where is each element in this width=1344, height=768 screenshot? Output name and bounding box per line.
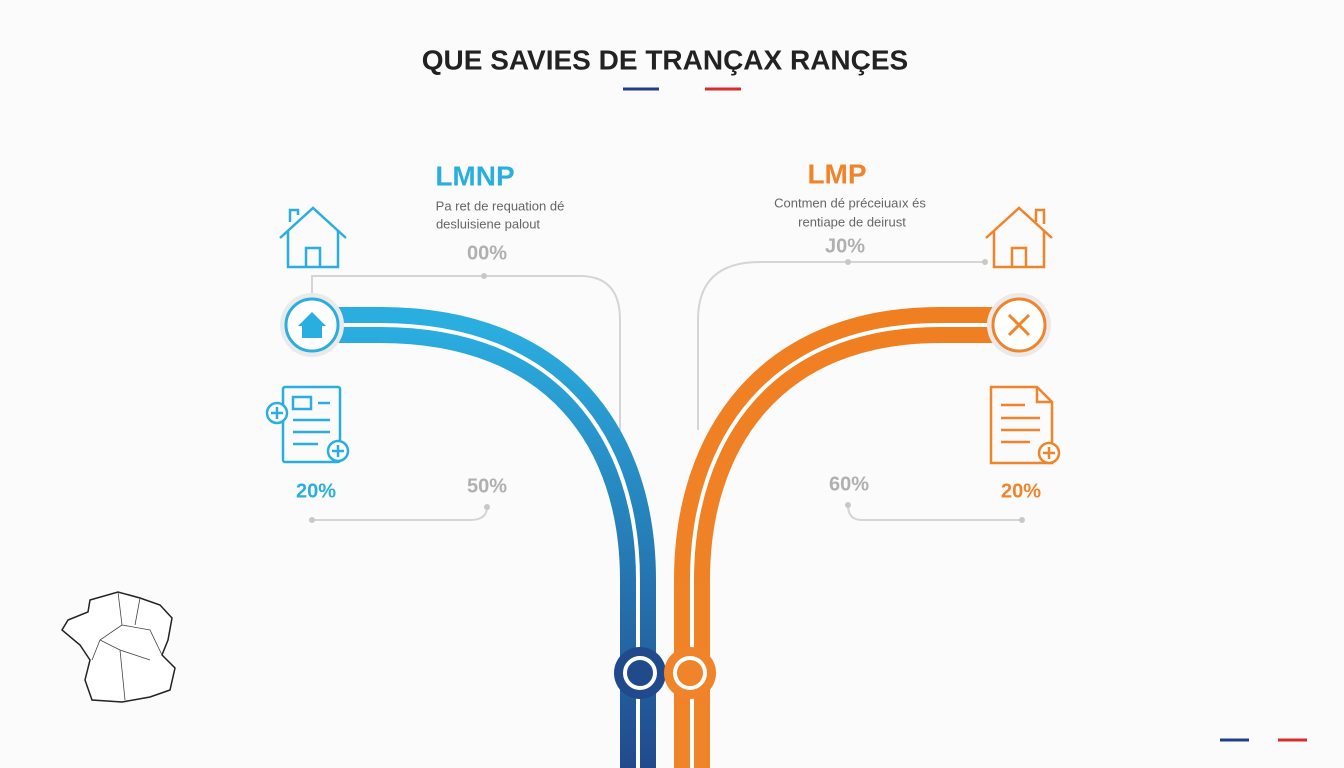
stat: 50% (467, 475, 507, 497)
node (664, 647, 716, 699)
lmp-label: LMP (807, 158, 866, 189)
cross-glyph (1007, 313, 1031, 337)
lmp-description: rentiape de deirust (798, 214, 906, 229)
lmp-description: Contmen dé préceiuaıx és (774, 195, 926, 210)
document-icon (989, 385, 1061, 465)
document-icon (265, 385, 350, 464)
lmnp-description: desluisiene palout (436, 216, 540, 231)
node (614, 647, 666, 699)
lmnp-description: Pa ret de requation dé (436, 198, 565, 213)
node-ring (673, 656, 707, 690)
house-icon (985, 206, 1053, 269)
france-map (61, 591, 176, 703)
connector-dots (309, 259, 1025, 523)
title: QUE SAVIES DE TRANÇAX RANÇES (422, 44, 908, 75)
stat: J0% (825, 235, 865, 257)
stat: 20% (296, 480, 336, 502)
france-regions (91, 591, 163, 701)
lmnp-label: LMNP (435, 160, 514, 191)
stat: 20% (1001, 480, 1041, 502)
stat: 60% (829, 473, 869, 495)
node-ring (623, 656, 657, 690)
lmp-pipe-line (690, 323, 1000, 768)
lmnp-pipe-line (330, 323, 640, 768)
house-icon (279, 206, 347, 269)
stat: 00% (467, 242, 507, 264)
home-glyph (298, 312, 326, 338)
